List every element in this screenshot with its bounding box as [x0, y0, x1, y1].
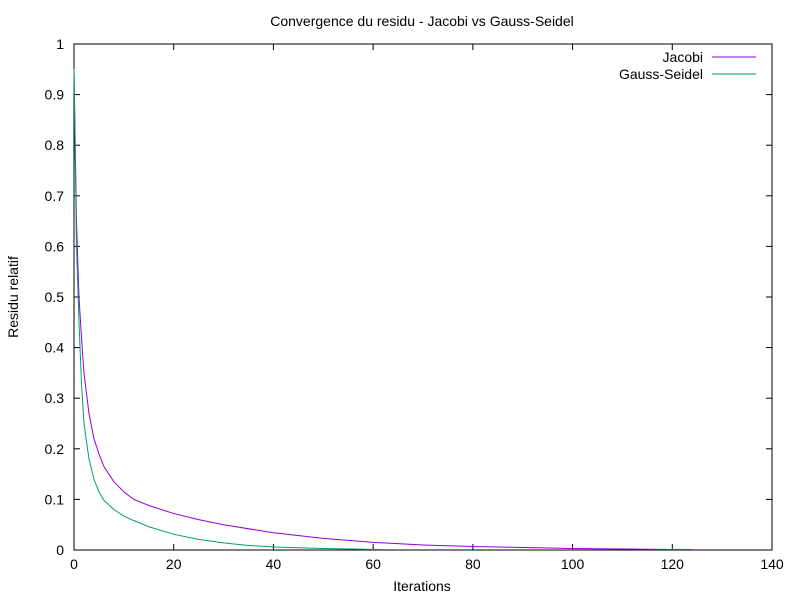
y-tick-label: 0.1	[45, 491, 65, 507]
x-tick-label: 60	[365, 556, 381, 572]
x-tick-label: 40	[266, 556, 282, 572]
y-axis-label: Residu relatif	[5, 256, 21, 338]
x-tick-label: 80	[465, 556, 481, 572]
y-tick-label: 0	[56, 542, 64, 558]
y-tick-label: 0.5	[45, 289, 65, 305]
y-tick-label: 0.7	[45, 188, 65, 204]
series-lines	[73, 68, 693, 551]
x-axis-label: Iterations	[393, 578, 451, 594]
series-line-jacobi	[73, 68, 693, 551]
series-line-gauss-seidel	[73, 68, 384, 550]
x-tick-label: 20	[166, 556, 182, 572]
y-tick-label: 0.9	[45, 87, 65, 103]
plot-frame	[73, 43, 773, 551]
legend-label: Jacobi	[663, 49, 703, 65]
legend-label: Gauss-Seidel	[619, 66, 703, 82]
axes: 0 20 40 60 80 100 120 140 0 0.1 0.2 0.3 0.4 0.5 0.6 0.7…	[45, 36, 784, 572]
x-tick-label: 0	[70, 556, 78, 572]
x-tick-label: 120	[661, 556, 685, 572]
x-tick-label: 100	[561, 556, 585, 572]
x-tick-label: 140	[760, 556, 784, 572]
y-tick-label: 1	[56, 36, 64, 52]
y-tick-label: 0.8	[45, 137, 65, 153]
y-tick-label: 0.6	[45, 238, 65, 254]
y-tick-label: 0.2	[45, 441, 65, 457]
chart-title: Convergence du residu - Jacobi vs Gauss-…	[270, 13, 574, 29]
y-tick-label: 0.3	[45, 390, 65, 406]
y-tick-label: 0.4	[45, 340, 65, 356]
